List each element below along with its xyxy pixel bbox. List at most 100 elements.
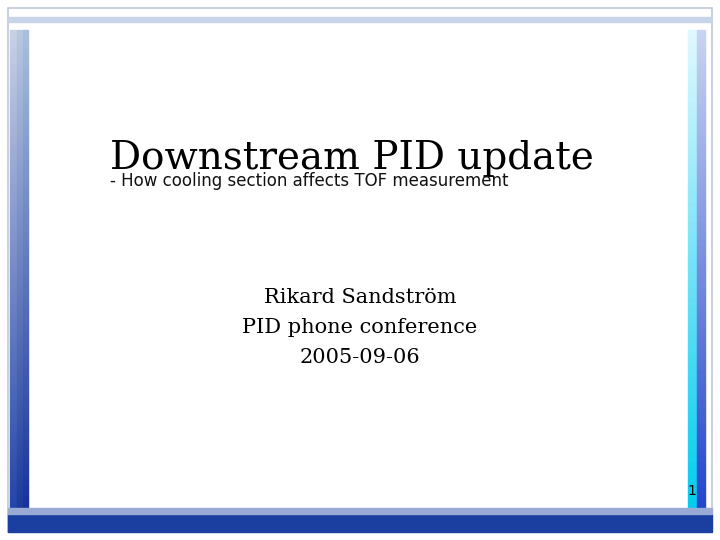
Bar <box>23 457 28 462</box>
Bar <box>697 433 705 438</box>
Bar <box>697 361 705 366</box>
Bar <box>17 505 22 510</box>
Bar <box>10 328 16 333</box>
Bar <box>17 212 22 217</box>
Bar <box>23 92 28 97</box>
Bar <box>23 505 28 510</box>
Bar <box>697 476 705 481</box>
Bar <box>10 117 16 121</box>
Bar <box>17 131 22 136</box>
Bar <box>10 496 16 501</box>
Bar <box>23 501 28 505</box>
Bar <box>10 294 16 299</box>
Bar <box>23 308 28 313</box>
Text: 2005-09-06: 2005-09-06 <box>300 348 420 367</box>
Bar <box>10 241 16 246</box>
Bar <box>697 318 705 323</box>
Bar <box>688 443 696 448</box>
Bar <box>23 280 28 285</box>
Bar <box>697 227 705 232</box>
Bar <box>17 155 22 160</box>
Bar <box>10 337 16 342</box>
Bar <box>10 352 16 356</box>
Bar <box>688 193 696 198</box>
Bar <box>697 390 705 395</box>
Bar <box>10 285 16 289</box>
Bar <box>697 438 705 443</box>
Bar <box>688 428 696 433</box>
Bar <box>17 471 22 476</box>
Bar <box>23 400 28 404</box>
Bar <box>688 270 696 275</box>
Bar <box>697 347 705 352</box>
Bar <box>688 78 696 83</box>
Bar <box>10 35 16 39</box>
Bar <box>697 443 705 448</box>
Bar <box>10 136 16 140</box>
Bar <box>23 44 28 49</box>
Bar <box>688 54 696 59</box>
Bar <box>23 39 28 44</box>
Bar <box>688 501 696 505</box>
Bar <box>17 255 22 260</box>
Bar <box>10 390 16 395</box>
Bar <box>688 255 696 260</box>
Bar <box>17 303 22 308</box>
Bar <box>17 328 22 333</box>
Bar <box>23 30 28 35</box>
Bar <box>688 155 696 160</box>
Bar <box>697 280 705 285</box>
Bar <box>10 207 16 212</box>
Bar <box>688 246 696 251</box>
Bar <box>10 448 16 453</box>
Bar <box>697 164 705 169</box>
Bar <box>17 433 22 438</box>
Bar <box>688 390 696 395</box>
Bar <box>688 164 696 169</box>
Bar <box>10 505 16 510</box>
Bar <box>17 275 22 280</box>
Bar <box>17 366 22 371</box>
Bar <box>23 49 28 54</box>
Bar <box>23 390 28 395</box>
Bar <box>688 44 696 49</box>
Bar <box>697 87 705 92</box>
Bar <box>10 423 16 428</box>
Bar <box>688 333 696 337</box>
Bar <box>17 87 22 92</box>
Bar <box>10 333 16 337</box>
Bar <box>23 438 28 443</box>
Bar <box>17 356 22 361</box>
Bar <box>17 333 22 337</box>
Bar <box>697 160 705 164</box>
Bar <box>23 145 28 150</box>
Bar <box>688 404 696 409</box>
Bar <box>23 78 28 83</box>
Bar <box>688 366 696 371</box>
Bar <box>697 265 705 270</box>
Bar <box>697 448 705 453</box>
Bar <box>688 361 696 366</box>
Bar <box>697 294 705 299</box>
Bar <box>697 467 705 471</box>
Text: 1: 1 <box>687 484 696 498</box>
Bar <box>697 491 705 496</box>
Bar <box>697 342 705 347</box>
Bar <box>688 467 696 471</box>
Bar <box>23 212 28 217</box>
Bar <box>23 179 28 184</box>
Bar <box>697 462 705 467</box>
Bar <box>17 150 22 155</box>
Bar <box>697 73 705 78</box>
Bar <box>17 428 22 433</box>
Bar <box>697 323 705 328</box>
Bar <box>23 371 28 376</box>
Bar <box>697 285 705 289</box>
Bar <box>697 155 705 160</box>
Bar <box>688 222 696 227</box>
Bar <box>688 174 696 179</box>
Bar <box>17 117 22 121</box>
Bar <box>10 438 16 443</box>
Bar <box>23 35 28 39</box>
Bar <box>10 64 16 69</box>
